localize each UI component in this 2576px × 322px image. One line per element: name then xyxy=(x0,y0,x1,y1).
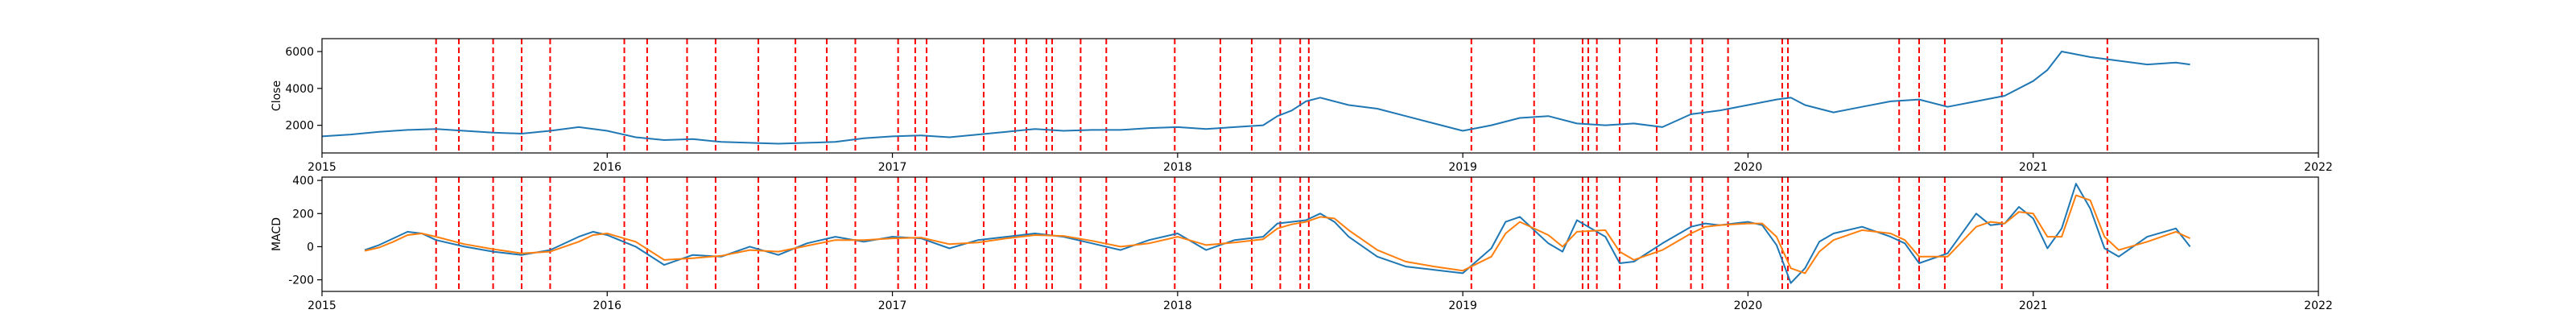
axes-frame xyxy=(321,38,2319,154)
x-tick-label: 2017 xyxy=(878,161,907,174)
x-tick-label: 2020 xyxy=(1734,299,1763,312)
x-tick-label: 2018 xyxy=(1163,299,1192,312)
y-tick-label: 2000 xyxy=(285,120,314,133)
x-tick-label: 2021 xyxy=(2019,161,2048,174)
y-axis-label: MACD xyxy=(270,217,283,251)
macd-line xyxy=(364,183,2191,284)
close-price-chart: 2015 2016 2017 2018 2019 2020 2021 2022 2000 4000… xyxy=(270,38,2333,174)
y-tick-label: -200 xyxy=(288,275,314,287)
y-axis-label: Close xyxy=(270,80,283,111)
x-tick-label: 2020 xyxy=(1734,161,1763,174)
x-tick-label: 2015 xyxy=(308,299,336,312)
x-tick-label: 2016 xyxy=(592,299,621,312)
close-line xyxy=(321,51,2190,145)
x-tick-label: 2018 xyxy=(1163,161,1192,174)
y-tick-label: 400 xyxy=(292,175,314,188)
macd-chart: 2015 2016 2017 2018 2019 2020 2021 2022 -200 0 200… xyxy=(270,175,2333,312)
signal-line xyxy=(364,194,2191,275)
x-tick-label: 2017 xyxy=(878,299,907,312)
y-tick-label: 4000 xyxy=(285,83,314,96)
x-tick-label: 2022 xyxy=(2304,161,2333,174)
y-tick-label: 0 xyxy=(307,241,314,254)
y-tick-label: 6000 xyxy=(285,46,314,59)
x-tick-label: 2019 xyxy=(1448,299,1477,312)
x-tick-label: 2016 xyxy=(592,161,621,174)
x-tick-label: 2022 xyxy=(2304,299,2333,312)
x-tick-label: 2021 xyxy=(2019,299,2048,312)
axes-frame xyxy=(321,176,2319,292)
x-tick-label: 2015 xyxy=(308,161,336,174)
y-tick-label: 200 xyxy=(292,208,314,221)
x-tick-label: 2019 xyxy=(1448,161,1477,174)
